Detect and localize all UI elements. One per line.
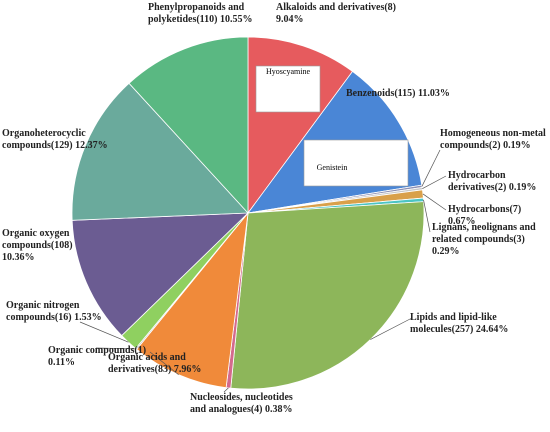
slice-label: Lipids and lipid-like molecules(257) 24.… (410, 312, 520, 336)
pie-slice (230, 201, 425, 390)
category-name: Phenylpropanoids and polyketides(110) (148, 2, 245, 25)
leader-line (421, 149, 441, 187)
slice-label: Phenylpropanoids and polyketides(110) 10… (148, 2, 258, 26)
category-name: Lipids and lipid-like molecules(257) (410, 312, 497, 335)
category-name: Organic oxygen compounds(108) (2, 228, 73, 251)
structure-inset (255, 65, 321, 113)
category-name: Homogeneous non-metal compounds(2) (440, 128, 546, 151)
category-name: Nucleosides, nucleotides and analogues(4… (190, 392, 293, 415)
slice-label: Organic nitrogen compounds(16) 1.53% (6, 300, 116, 324)
value-label: 0.19% (503, 140, 531, 151)
slice-label: Homogeneous non-metal compounds(2) 0.19% (440, 128, 550, 152)
leader-line (422, 193, 447, 211)
category-name: Hydrocarbons(7) (448, 204, 522, 215)
inset-label: Genistein (317, 163, 348, 172)
category-name: Organic nitrogen compounds(16) (6, 300, 80, 323)
slice-label: Organoheterocyclic compounds(129) 12.37% (2, 128, 112, 152)
structure-inset (303, 139, 409, 187)
slice-label: Benzenoids(115) 11.03% (346, 88, 526, 100)
slice-label: Hydrocarbon derivatives(2) 0.19% (448, 170, 550, 194)
slice-label: Alkaloids and derivatives(8) 9.04% (276, 2, 396, 26)
pie-slice (71, 212, 250, 337)
value-label: 7.96% (173, 364, 202, 375)
slice-label: Organic oxygen compounds(108) 10.36% (2, 228, 102, 264)
value-label: 10.36% (2, 252, 35, 263)
category-name: Organic acids and derivatives(83) (108, 352, 186, 375)
value-label: 24.64% (475, 324, 509, 335)
value-label: 0.38% (265, 404, 293, 415)
value-label: 1.53% (74, 312, 102, 323)
category-name: Organoheterocyclic compounds(129) (2, 128, 86, 151)
slice-label: Organic compounds(1) 0.11% (48, 345, 148, 369)
slice-label: Organic acids and derivatives(83) 7.96% (108, 352, 208, 376)
value-label: 10.55% (219, 14, 253, 25)
leader-line (422, 175, 447, 189)
pie-slice (71, 82, 249, 221)
slice-label: Lignans, neolignans and related compound… (432, 222, 550, 258)
value-label: 0.19% (508, 182, 537, 193)
leader-line (223, 387, 229, 393)
value-label: 0.67% (448, 216, 476, 227)
leader-line (149, 351, 179, 376)
value-label: 0.11% (48, 357, 75, 368)
leader-line (79, 321, 129, 343)
category-name: Alkaloids and derivatives(8) (276, 2, 397, 13)
value-label: 12.37% (75, 140, 108, 151)
value-label: 9.04% (276, 14, 304, 25)
slice-label: Nucleosides, nucleotides and analogues(4… (190, 392, 310, 416)
leader-line (423, 199, 431, 233)
leader-line (95, 347, 137, 350)
category-name: Lignans, neolignans and related compound… (432, 222, 536, 245)
value-label: 0.29% (432, 246, 460, 257)
category-name: Benzenoids(115) (346, 88, 416, 99)
slice-label: Hydrocarbons(7) 0.67% (448, 204, 548, 228)
inset-label: Hyoscyamine (266, 67, 310, 76)
leader-line (370, 317, 413, 340)
pie-slice (128, 36, 249, 215)
category-name: Hydrocarbon derivatives(2) (448, 170, 507, 193)
category-name: Organic compounds(1) (48, 345, 147, 356)
value-label: 11.03% (417, 88, 450, 99)
